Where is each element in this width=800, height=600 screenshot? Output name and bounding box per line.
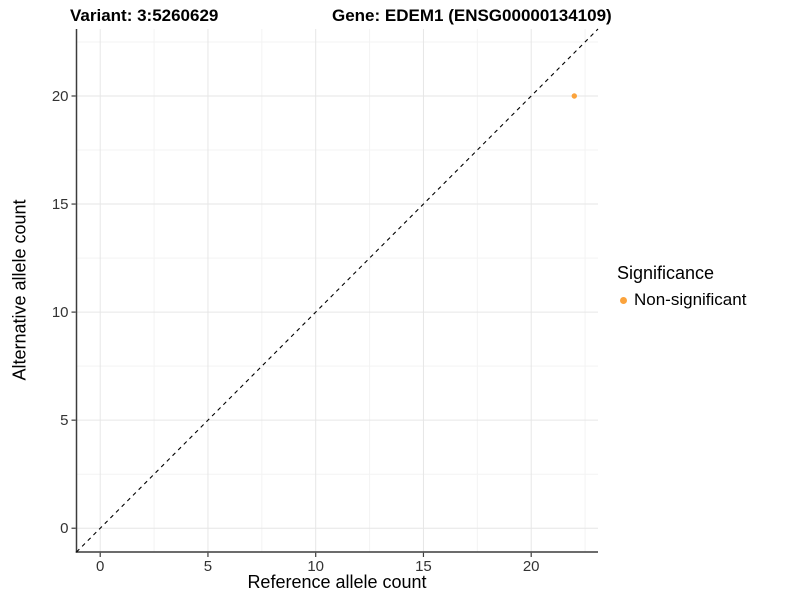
legend-title: Significance [617,263,715,283]
x-tick-label: 15 [415,558,432,575]
y-tick-label: 5 [60,412,68,429]
y-tick-label: 0 [60,520,68,537]
x-tick-label: 5 [204,558,212,575]
x-tick-label: 0 [96,558,104,575]
data-point [571,93,577,99]
legend: Significance Non-significant [617,263,746,310]
plot-title-variant: Variant: 3:5260629 [70,6,219,25]
x-tick-label: 10 [307,558,324,575]
legend-item-label: Non-significant [634,290,747,309]
y-axis-title: Alternative allele count [9,199,30,381]
x-axis-title: Reference allele count [247,572,427,592]
legend-item-non-significant: Non-significant [617,290,746,310]
y-tick-label: 20 [52,88,69,105]
plot-title-gene: Gene: EDEM1 (ENSG00000134109) [332,6,612,25]
y-tick-label: 15 [52,196,69,213]
identity-reference-line [76,28,599,553]
y-tick-label: 10 [52,304,69,321]
x-tick-label: 20 [523,558,540,575]
legend-point-icon [620,296,627,304]
